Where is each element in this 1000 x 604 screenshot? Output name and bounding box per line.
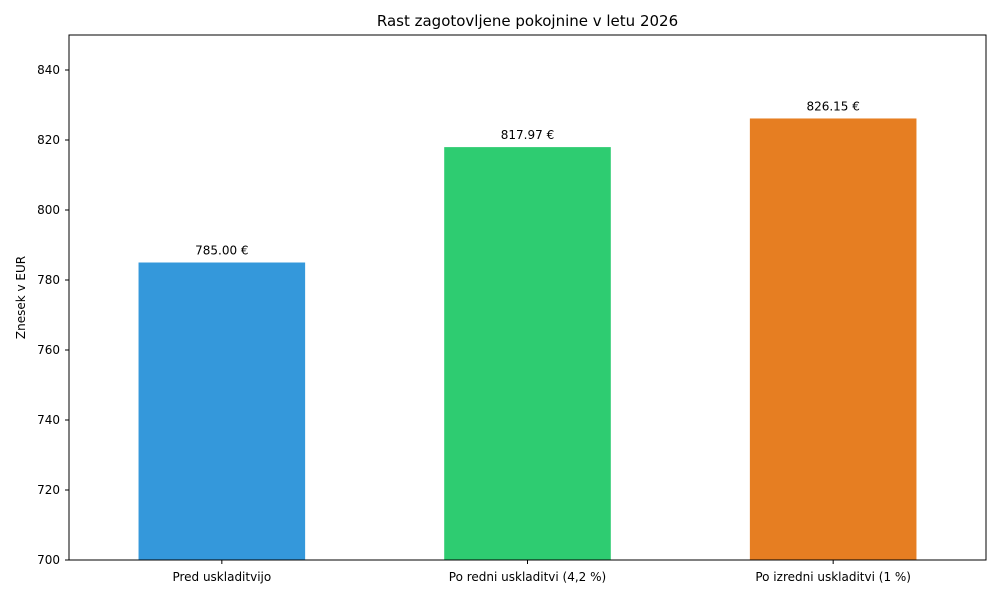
data-label-3: 826.15 € [806, 99, 859, 113]
plot-area-frame [68, 34, 987, 561]
data-label-1: 785.00 € [195, 244, 248, 258]
x-tick-label-3: Po izredni uskladitvi (1 %) [755, 570, 911, 584]
y-tick-label-740: 740 [37, 413, 60, 427]
x-tick-label-2: Po redni uskladitvi (4,2 %) [449, 570, 606, 584]
y-tick-label-800: 800 [37, 203, 60, 217]
bar-2 [444, 147, 611, 561]
y-tick-label-700: 700 [37, 553, 60, 567]
y-tick-label-840: 840 [37, 63, 60, 77]
y-axis-label: Znesek v EUR [14, 256, 28, 339]
y-tick-label-820: 820 [37, 133, 60, 147]
y-tick-label-720: 720 [37, 483, 60, 497]
x-tick-label-1: Pred uskladitvijo [172, 570, 271, 584]
data-label-2: 817.97 € [501, 128, 554, 142]
data-labels-layer: 785.00 € 817.97 € 826.15 € [195, 99, 860, 257]
bar-3 [749, 118, 917, 560]
x-axis-ticks: Pred uskladitvijo Po redni uskladitvi (4,… [172, 560, 911, 584]
bar-1 [138, 262, 306, 560]
chart-title: Rast zagotovljene pokojnine v letu 2026 [377, 12, 678, 30]
y-tick-label-780: 780 [37, 273, 60, 287]
bars-layer [138, 118, 917, 561]
y-axis-ticks: 700 720 740 760 780 800 820 840 [37, 63, 69, 567]
y-tick-label-760: 760 [37, 343, 60, 357]
